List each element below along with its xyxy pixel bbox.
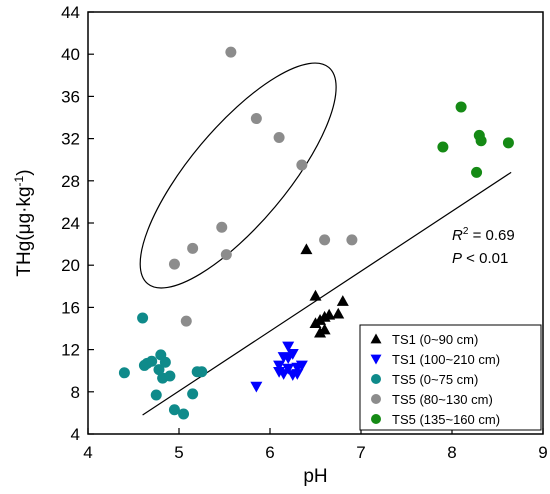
data-point [282,363,295,375]
data-point [296,159,308,171]
highlight-ellipse [139,62,337,289]
data-point [159,356,171,368]
data-point [164,370,176,382]
series-4 [168,46,358,327]
x-tick-label: 9 [538,443,547,462]
y-tick-label: 44 [61,3,80,22]
y-tick-label: 24 [61,214,80,233]
data-point [502,137,514,149]
data-point [475,135,487,147]
legend-marker [371,394,381,404]
data-point [216,221,228,233]
legend-label: TS5 (135~160 cm) [392,412,500,427]
data-point [118,367,130,379]
data-point [180,315,192,327]
data-point [146,355,158,367]
data-point [220,249,232,261]
x-tick-label: 7 [356,443,365,462]
data-point [150,389,162,401]
y-tick-label: 40 [61,45,80,64]
data-point [286,349,299,360]
data-point [291,369,304,380]
data-point [168,404,180,416]
p-value-annotation: P < 0.01 [452,250,508,267]
data-point [332,307,345,319]
data-point [318,323,331,335]
y-tick-label: 20 [61,256,80,275]
legend-label: TS5 (80~130 cm) [392,392,493,407]
data-point [196,366,208,378]
series-5 [437,101,514,178]
data-point [300,243,313,255]
y-tick-label: 36 [61,87,80,106]
data-point [437,141,449,153]
r-squared-annotation: R2 = 0.69 [452,226,515,244]
series-2 [250,341,308,393]
legend-label: TS5 (0~75 cm) [392,372,478,387]
data-point [178,408,190,420]
data-point [273,132,285,144]
y-tick-label: 12 [61,341,80,360]
data-point [250,113,262,125]
legend-marker [370,354,382,365]
data-point [153,364,165,376]
data-point [168,258,180,270]
legend-marker [371,414,381,424]
y-axis-title: THg(μg·kg-1) [12,169,35,276]
data-point [187,242,199,254]
data-point [273,360,286,372]
x-tick-label: 4 [83,443,92,462]
legend-item: TS1 (0~90 cm) [370,332,478,347]
x-axis-title: pH [303,466,327,487]
series-1 [300,243,349,338]
x-tick-label: 5 [174,443,183,462]
data-point [319,234,331,246]
data-point [455,101,467,113]
data-point [250,381,263,393]
data-point [471,166,483,178]
y-tick-label: 16 [61,298,80,317]
series-3 [118,312,208,420]
legend-label: TS1 (100~210 cm) [392,352,500,367]
data-point [282,341,295,353]
legend-label: TS1 (0~90 cm) [392,332,478,347]
legend-item: TS1 (100~210 cm) [370,352,500,367]
legend-box [359,324,542,431]
legend-marker [371,374,381,384]
data-point [225,46,237,58]
legend-item: TS5 (80~130 cm) [371,392,493,407]
data-point [309,289,322,301]
data-point [187,388,199,400]
data-point [336,295,349,306]
x-tick-label: 8 [447,443,456,462]
legend-item: TS5 (0~75 cm) [371,372,478,387]
y-tick-label: 4 [71,425,80,444]
y-tick-label: 8 [71,383,80,402]
data-point [323,308,336,320]
y-tick-label: 32 [61,130,80,149]
legend-marker [370,333,382,344]
y-tick-label: 28 [61,172,80,191]
data-point [137,312,149,324]
legend-item: TS5 (135~160 cm) [371,412,500,427]
data-point [346,234,358,246]
x-tick-label: 6 [265,443,274,462]
data-point [295,360,308,372]
